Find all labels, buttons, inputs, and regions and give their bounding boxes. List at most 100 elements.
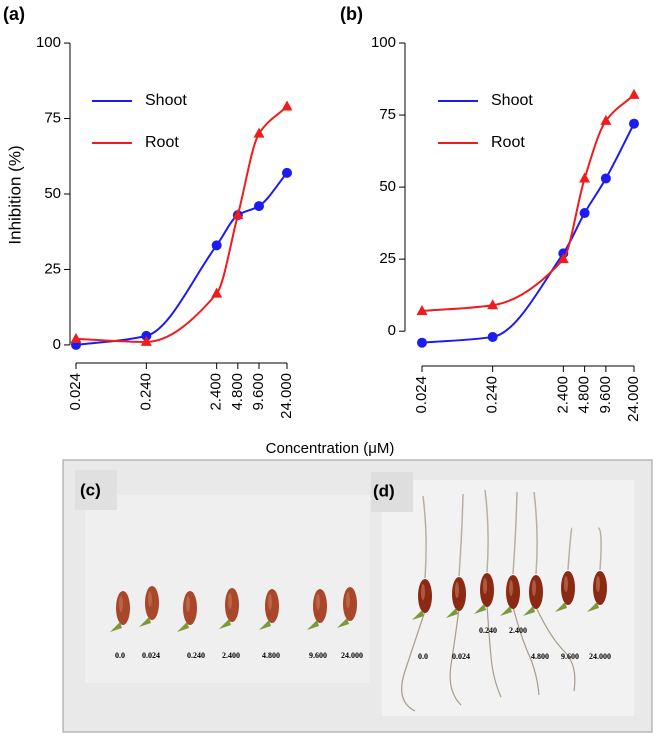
sprout — [587, 602, 599, 612]
marker — [282, 167, 292, 178]
seed-shine — [346, 592, 350, 608]
shoot — [597, 527, 602, 571]
photo-caption: 24.000 — [341, 651, 363, 660]
seed — [116, 591, 130, 625]
seed-shine — [148, 591, 152, 607]
root — [401, 610, 426, 712]
seed — [506, 575, 520, 609]
marker — [140, 335, 152, 346]
photo-caption: 9.600 — [561, 652, 579, 661]
x-tick-label: 0.024 — [67, 373, 84, 411]
panel-label: (b) — [340, 4, 363, 24]
marker — [141, 330, 152, 341]
marker — [281, 100, 293, 111]
sprout — [500, 606, 512, 616]
photo-caption: 4.800 — [262, 651, 280, 660]
marker — [600, 114, 612, 125]
panel-label: (a) — [3, 4, 25, 24]
y-tick-label: 0 — [388, 322, 396, 339]
seed-shine — [483, 578, 487, 594]
photo-d-label-bg — [371, 472, 413, 512]
y-tick-label: 100 — [36, 34, 61, 51]
x-tick-label: 24.000 — [278, 373, 295, 419]
root — [535, 606, 576, 692]
marker — [211, 240, 222, 251]
marker — [579, 208, 590, 219]
y-tick-label: 50 — [379, 178, 396, 195]
marker — [253, 127, 265, 138]
seed — [593, 571, 607, 605]
photo-caption: 9.600 — [309, 651, 327, 660]
seed-shine — [564, 576, 568, 592]
x-tick-label: 9.600 — [250, 373, 267, 411]
photo-caption: 0.240 — [479, 626, 497, 635]
seed — [343, 587, 357, 621]
seed-shine — [186, 596, 190, 612]
seed — [183, 591, 197, 625]
sprout — [259, 620, 271, 630]
photo-label: (c) — [80, 480, 101, 499]
root — [512, 606, 540, 696]
legend-label: Shoot — [145, 92, 187, 109]
marker — [487, 299, 499, 310]
root — [449, 608, 462, 706]
photo-caption: 0.0 — [418, 652, 428, 661]
sprout — [110, 622, 122, 632]
seed — [418, 579, 432, 613]
seed — [452, 577, 466, 611]
photo-caption: 0.0 — [115, 651, 125, 660]
shoot — [567, 527, 573, 571]
y-tick-label: 0 — [53, 336, 61, 353]
legend-label: Root — [145, 134, 179, 151]
marker — [417, 337, 427, 348]
marker — [557, 253, 569, 264]
photo-c — [85, 495, 370, 683]
y-tick-label: 50 — [44, 185, 61, 202]
x-axis-title: Concentration (μM) — [266, 440, 395, 457]
y-axis-title: Inhibition (%) — [5, 145, 24, 244]
shoot — [422, 495, 427, 579]
marker — [487, 331, 498, 342]
y-tick-label: 75 — [379, 106, 396, 123]
photo-caption: 2.400 — [509, 626, 527, 635]
fit-line — [421, 94, 635, 313]
x-tick-label: 0.240 — [484, 376, 501, 414]
y-tick-label: 75 — [44, 110, 61, 127]
seed-shine — [509, 580, 513, 596]
shoot — [533, 491, 538, 575]
marker — [600, 173, 611, 184]
marker — [70, 332, 82, 343]
sprout — [177, 622, 189, 632]
seed — [265, 589, 279, 623]
photo-caption: 0.024 — [142, 651, 160, 660]
sprout — [474, 604, 486, 614]
marker — [416, 305, 428, 316]
seed — [225, 588, 239, 622]
seed — [480, 573, 494, 607]
seed — [145, 586, 159, 620]
x-tick-label: 0.240 — [137, 373, 154, 411]
legend-label: Root — [491, 134, 525, 151]
photo-caption: 24.000 — [589, 652, 611, 661]
seed-shine — [596, 576, 600, 592]
x-tick-label: 2.400 — [208, 373, 225, 411]
sprout — [337, 618, 349, 628]
seed — [529, 575, 543, 609]
y-tick-label: 25 — [44, 260, 61, 277]
marker — [232, 209, 244, 220]
y-tick-label: 100 — [371, 34, 396, 51]
shoot — [512, 491, 518, 575]
marker — [579, 172, 591, 183]
seed-shine — [532, 580, 536, 596]
x-tick-label: 2.400 — [554, 376, 571, 414]
x-tick-label: 24.000 — [625, 376, 642, 422]
x-tick-label: 9.600 — [597, 376, 614, 414]
photo-label: (d) — [373, 481, 395, 500]
marker — [629, 118, 639, 129]
sprout — [412, 610, 424, 620]
photo-caption: 2.400 — [222, 651, 240, 660]
marker — [628, 88, 640, 99]
x-tick-label: 4.800 — [229, 373, 246, 411]
sprout — [523, 606, 535, 616]
